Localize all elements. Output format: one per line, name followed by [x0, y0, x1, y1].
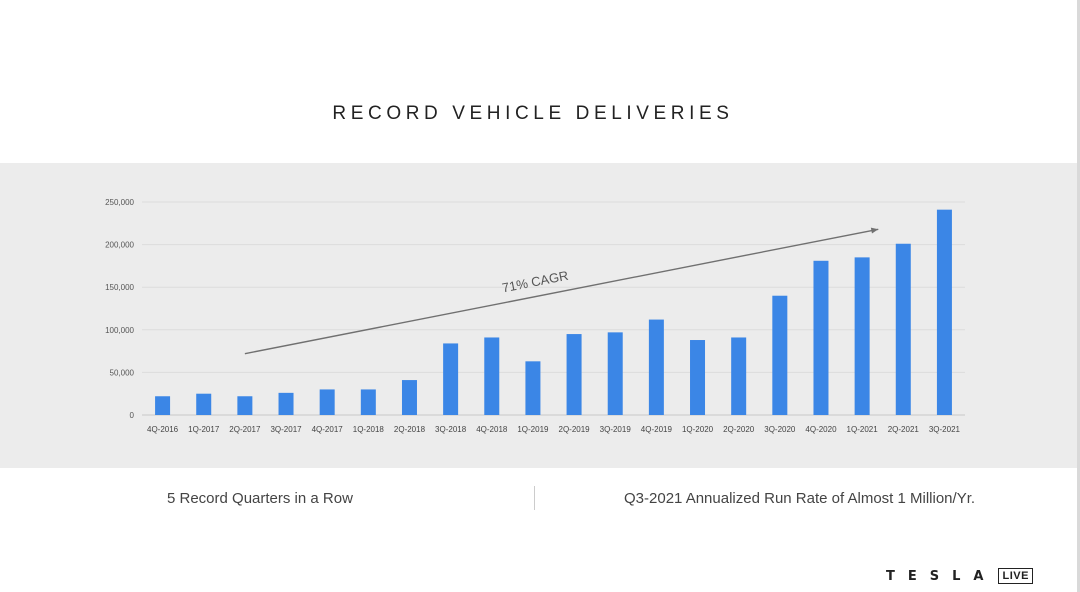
bar-1Q-2020: [690, 340, 706, 415]
y-tick-label: 150,000: [105, 283, 134, 292]
bar-3Q-2019: [607, 332, 623, 415]
x-tick-label: 4Q-2019: [641, 425, 673, 434]
bar-2Q-2020: [731, 337, 747, 415]
y-tick-label: 100,000: [105, 326, 134, 335]
x-tick-label: 1Q-2018: [353, 425, 385, 434]
bar-4Q-2020: [813, 260, 829, 415]
x-tick-label: 4Q-2018: [476, 425, 508, 434]
x-tick-label: 2Q-2019: [559, 425, 591, 434]
bar-3Q-2021: [936, 209, 952, 415]
x-tick-label: 1Q-2020: [682, 425, 714, 434]
tesla-wordmark: TESLA: [886, 568, 997, 584]
record-quarters-note: 5 Record Quarters in a Row: [167, 490, 353, 507]
y-tick-label: 250,000: [105, 198, 134, 207]
bar-2Q-2021: [895, 243, 911, 415]
x-tick-label: 3Q-2021: [929, 425, 961, 434]
y-tick-label: 0: [130, 411, 135, 420]
x-tick-label: 4Q-2016: [147, 425, 179, 434]
x-tick-label: 1Q-2017: [188, 425, 220, 434]
x-tick-label: 2Q-2018: [394, 425, 426, 434]
y-tick-label: 200,000: [105, 241, 134, 250]
cagr-arrow-line: [244, 228, 879, 355]
x-tick-label: 3Q-2018: [435, 425, 467, 434]
run-rate-note: Q3-2021 Annualized Run Rate of Almost 1 …: [624, 490, 976, 507]
x-tick-label: 4Q-2020: [805, 425, 837, 434]
live-badge: LIVE: [998, 568, 1033, 584]
cagr-arrowhead: [870, 227, 879, 234]
x-tick-label: 3Q-2019: [600, 425, 632, 434]
x-tick-label: 2Q-2017: [229, 425, 261, 434]
bar-1Q-2019: [525, 361, 541, 415]
x-tick-label: 3Q-2020: [764, 425, 796, 434]
x-tick-label: 4Q-2017: [312, 425, 344, 434]
slide-title: RECORD VEHICLE DELIVERIES: [332, 103, 734, 124]
bar-4Q-2016: [155, 396, 171, 415]
bar-4Q-2017: [319, 389, 335, 415]
bar-3Q-2018: [443, 343, 459, 415]
bar-2Q-2019: [566, 334, 582, 415]
x-tick-label: 1Q-2019: [517, 425, 549, 434]
bar-1Q-2017: [196, 393, 212, 415]
x-tick-label: 2Q-2021: [888, 425, 920, 434]
delivery-bar-chart: 0 50,000 100,000 150,000 200,000 250,000 4Q-20…: [105, 198, 965, 434]
bar-3Q-2017: [278, 392, 294, 415]
chart-area: 0 50,000 100,000 150,000 200,000 250,000 4Q-20…: [0, 163, 1077, 468]
x-tick-label: 2Q-2020: [723, 425, 755, 434]
x-tick-label: 1Q-2021: [847, 425, 879, 434]
bar-1Q-2021: [854, 257, 870, 415]
bar-2Q-2017: [237, 396, 253, 415]
tesla-live-logo: TESLA LIVE: [886, 568, 1033, 584]
bar-4Q-2018: [484, 337, 500, 415]
footer-divider: [534, 486, 535, 510]
x-tick-label: 3Q-2017: [270, 425, 302, 434]
y-tick-label: 50,000: [110, 368, 135, 377]
bar-2Q-2018: [401, 380, 417, 415]
bar-1Q-2018: [360, 389, 376, 415]
bar-3Q-2020: [772, 295, 788, 415]
bar-4Q-2019: [648, 319, 664, 415]
window-edge: [1077, 0, 1080, 592]
